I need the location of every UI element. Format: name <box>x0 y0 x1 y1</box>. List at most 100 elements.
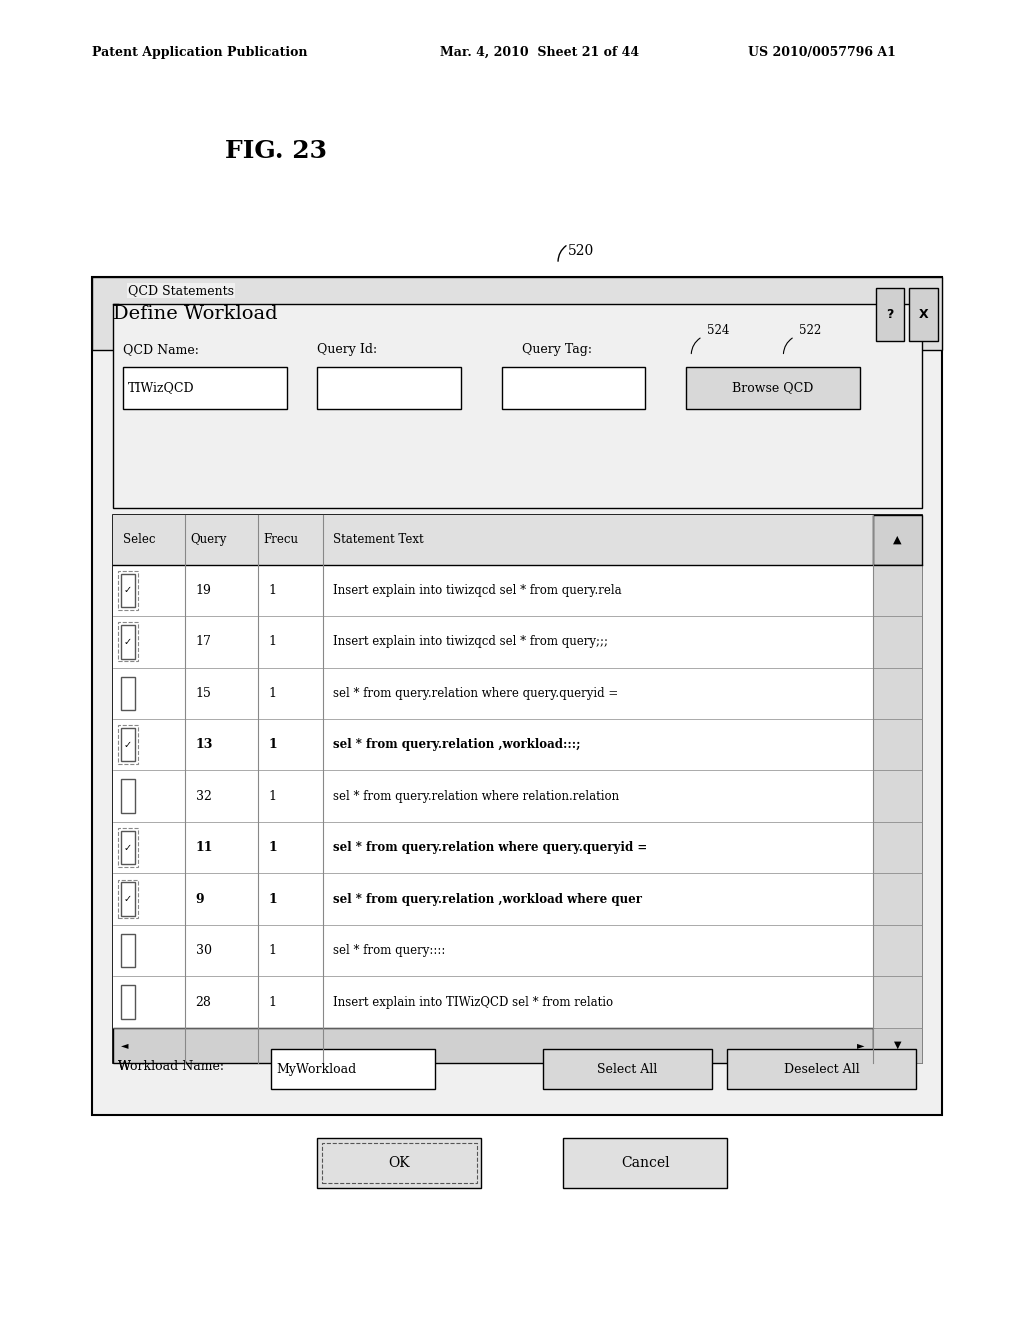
Text: US 2010/0057796 A1: US 2010/0057796 A1 <box>748 46 895 59</box>
Text: sel * from query.relation where relation.relation: sel * from query.relation where relation… <box>333 789 620 803</box>
Bar <box>113 565 873 616</box>
Bar <box>121 933 135 968</box>
Bar <box>113 668 873 719</box>
Text: ✓: ✓ <box>124 636 132 647</box>
Text: ✓: ✓ <box>124 894 132 904</box>
Bar <box>873 719 922 771</box>
Text: 32: 32 <box>196 789 212 803</box>
Bar <box>322 1143 477 1183</box>
Text: 1: 1 <box>268 995 276 1008</box>
Text: Browse QCD: Browse QCD <box>732 381 814 395</box>
Text: 1: 1 <box>268 738 278 751</box>
Text: Insert explain into tiwizqcd sel * from query;;;: Insert explain into tiwizqcd sel * from … <box>333 635 608 648</box>
Text: MyWorkload: MyWorkload <box>276 1063 356 1076</box>
Bar <box>118 726 138 764</box>
Bar <box>317 1138 481 1188</box>
Bar <box>118 879 138 919</box>
Bar <box>121 830 135 865</box>
Bar <box>543 1049 712 1089</box>
Text: Frecu: Frecu <box>263 533 298 546</box>
Bar <box>909 288 938 341</box>
Bar <box>873 925 922 977</box>
Text: 520: 520 <box>568 244 595 259</box>
Bar <box>121 779 135 813</box>
Text: Statement Text: Statement Text <box>333 533 424 546</box>
Bar <box>873 771 922 822</box>
Bar <box>118 828 138 867</box>
Text: 1: 1 <box>268 944 276 957</box>
Text: 1: 1 <box>268 635 276 648</box>
Text: Query: Query <box>190 533 227 546</box>
Bar <box>113 515 873 565</box>
Text: Define Workload: Define Workload <box>113 305 278 323</box>
Text: FIG. 23: FIG. 23 <box>225 139 328 162</box>
Bar <box>121 677 135 710</box>
Bar <box>686 367 860 409</box>
Text: 9: 9 <box>196 892 205 906</box>
Text: Select All: Select All <box>597 1063 657 1076</box>
Text: TIWizQCD: TIWizQCD <box>128 381 195 395</box>
Bar <box>121 882 135 916</box>
Bar <box>873 874 922 925</box>
Bar <box>121 626 135 659</box>
Text: 1: 1 <box>268 892 278 906</box>
Bar <box>113 719 873 771</box>
Text: ✓: ✓ <box>124 842 132 853</box>
Bar <box>113 616 873 668</box>
Bar <box>563 1138 727 1188</box>
Text: 524: 524 <box>707 323 729 337</box>
Text: 1: 1 <box>268 789 276 803</box>
Bar <box>873 822 922 874</box>
Text: sel * from query.relation ,workload where quer: sel * from query.relation ,workload wher… <box>333 892 642 906</box>
Bar <box>873 616 922 668</box>
Text: 522: 522 <box>799 323 821 337</box>
Text: QCD Statements: QCD Statements <box>128 284 234 297</box>
Bar <box>113 771 873 822</box>
Text: Insert explain into tiwizqcd sel * from query.rela: Insert explain into tiwizqcd sel * from … <box>333 583 622 597</box>
Text: 13: 13 <box>196 738 213 751</box>
Text: ◄: ◄ <box>121 1040 129 1051</box>
Bar <box>873 515 922 565</box>
Text: sel * from query::::: sel * from query:::: <box>333 944 445 957</box>
Text: 17: 17 <box>196 635 212 648</box>
FancyBboxPatch shape <box>92 277 942 1115</box>
Text: Cancel: Cancel <box>621 1156 670 1170</box>
Bar <box>317 367 461 409</box>
Text: ▲: ▲ <box>893 535 901 545</box>
Bar <box>876 288 904 341</box>
Text: sel * from query.relation where query.queryid =: sel * from query.relation where query.qu… <box>333 841 647 854</box>
Bar <box>873 668 922 719</box>
Text: Deselect All: Deselect All <box>784 1063 859 1076</box>
Bar <box>113 1028 873 1063</box>
Bar <box>113 874 873 925</box>
Text: ✓: ✓ <box>124 585 132 595</box>
Bar <box>502 367 645 409</box>
Bar <box>727 1049 916 1089</box>
Text: 15: 15 <box>196 686 212 700</box>
Text: X: X <box>919 308 929 321</box>
Text: ✓: ✓ <box>124 739 132 750</box>
Bar <box>123 367 287 409</box>
Bar <box>113 304 922 508</box>
Text: 19: 19 <box>196 583 212 597</box>
Bar <box>113 977 873 1028</box>
Text: Query Tag:: Query Tag: <box>522 343 592 356</box>
Text: Workload Name:: Workload Name: <box>118 1060 224 1073</box>
Bar <box>113 515 922 1063</box>
Bar <box>113 822 873 874</box>
Text: Selec: Selec <box>123 533 156 546</box>
Text: sel * from query.relation where query.queryid =: sel * from query.relation where query.qu… <box>333 686 618 700</box>
Bar <box>118 572 138 610</box>
Text: 1: 1 <box>268 841 278 854</box>
Text: sel * from query.relation ,workload:::;: sel * from query.relation ,workload:::; <box>333 738 581 751</box>
Bar <box>271 1049 435 1089</box>
Text: Query Id:: Query Id: <box>317 343 378 356</box>
Text: 1: 1 <box>268 583 276 597</box>
Bar <box>118 623 138 661</box>
Text: ►: ► <box>857 1040 864 1051</box>
Bar <box>92 277 942 350</box>
Text: ?: ? <box>886 308 894 321</box>
Text: ▼: ▼ <box>894 1040 901 1051</box>
Text: Patent Application Publication: Patent Application Publication <box>92 46 307 59</box>
Bar <box>873 977 922 1028</box>
